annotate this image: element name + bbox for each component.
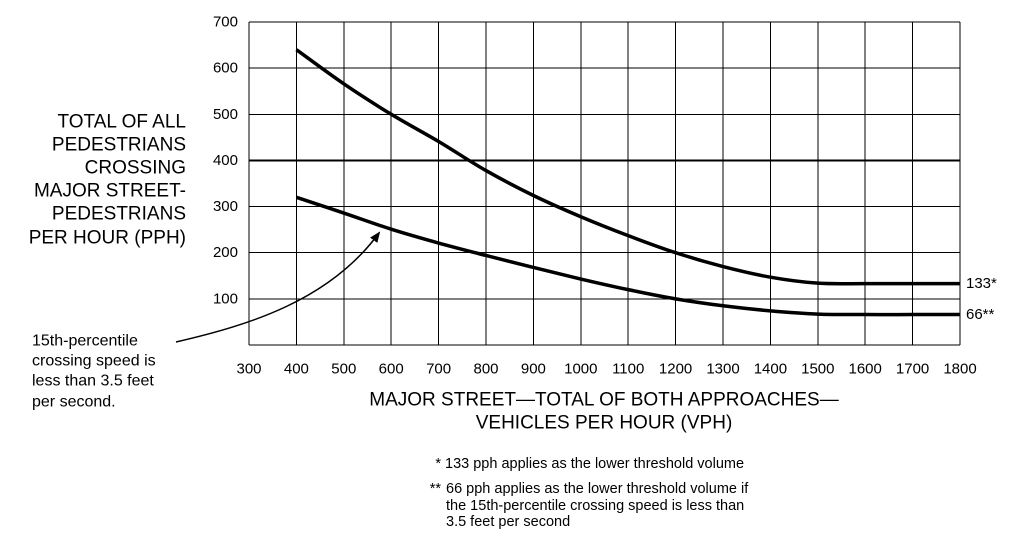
series-end-label: 66**: [966, 306, 995, 323]
y-axis-title-line: PER HOUR (PPH): [29, 228, 186, 249]
series-line-1: [295, 48, 960, 286]
annotation: 15th-percentile crossing speed is less t…: [32, 333, 156, 411]
x-tick-label: 1100: [612, 361, 644, 378]
y-tick-label: 100: [213, 290, 238, 307]
y-tick-label: 200: [213, 244, 238, 261]
x-tick-label: 1000: [564, 361, 597, 378]
y-tick-label: 700: [213, 14, 238, 31]
x-tick-label: 400: [284, 361, 309, 378]
annotation-line: less than 3.5 feet: [32, 373, 154, 390]
footnotes: * 133 pph applies as the lower threshold…: [430, 456, 750, 530]
x-tick-label: 1200: [659, 361, 692, 378]
annotation-arrow: [175, 231, 381, 343]
x-tick-label: 800: [473, 361, 498, 378]
footnote-line: the 15th-percentile crossing speed is le…: [446, 498, 744, 514]
y-axis-title-line: PEDESTRIANS: [52, 204, 186, 225]
footnote-line: 66 pph applies as the lower threshold vo…: [446, 481, 749, 497]
y-axis-title-line: CROSSING: [85, 158, 186, 179]
x-tick-label: 700: [426, 361, 451, 378]
y-tick-label: 500: [213, 106, 238, 123]
series-line-2: [295, 195, 960, 317]
x-tick-label: 1500: [801, 361, 834, 378]
footnote-line: 3.5 feet per second: [446, 514, 570, 530]
footnote-marker: **: [430, 481, 442, 497]
x-axis-title-line: VEHICLES PER HOUR (VPH): [476, 413, 733, 434]
footnote-marker: *: [435, 456, 441, 472]
y-axis-title-line: PEDESTRIANS: [52, 135, 186, 156]
annotation-line: 15th-percentile: [32, 333, 138, 350]
y-tick-label: 400: [213, 152, 238, 169]
x-tick-label: 1700: [896, 361, 929, 378]
y-tick-label: 600: [213, 60, 238, 77]
series-lines: [295, 48, 960, 317]
y-axis-title-line: MAJOR STREET-: [34, 181, 186, 202]
footnote-line: 133 pph applies as the lower threshold v…: [445, 456, 744, 472]
x-tick-label: 1400: [754, 361, 787, 378]
x-tick-label: 900: [521, 361, 546, 378]
series-end-labels: 133* 66**: [966, 275, 997, 323]
x-tick-label: 1600: [849, 361, 882, 378]
annotation-line: per second.: [32, 394, 116, 411]
x-axis-title-line: MAJOR STREET—TOTAL OF BOTH APPROACHES—: [369, 390, 838, 411]
x-tick-labels: 300 400 500 600 700 800 900 1000 1100 1200 1300 140…: [236, 361, 976, 378]
y-tick-labels: 100 200 300 400 500 600 700: [213, 14, 238, 308]
series-end-label: 133*: [966, 275, 997, 292]
y-axis-title: TOTAL OF ALL PEDESTRIANS CROSSING MAJOR …: [29, 112, 186, 249]
x-tick-label: 1800: [943, 361, 976, 378]
y-axis-title-line: TOTAL OF ALL: [58, 112, 186, 133]
y-tick-label: 300: [213, 198, 238, 215]
x-tick-label: 500: [331, 361, 356, 378]
annotation-line: crossing speed is: [32, 353, 156, 370]
x-tick-label: 600: [379, 361, 404, 378]
gridlines: [248, 21, 961, 346]
x-tick-label: 1300: [706, 361, 739, 378]
x-tick-label: 300: [236, 361, 261, 378]
x-axis-title: MAJOR STREET—TOTAL OF BOTH APPROACHES— V…: [369, 390, 838, 434]
